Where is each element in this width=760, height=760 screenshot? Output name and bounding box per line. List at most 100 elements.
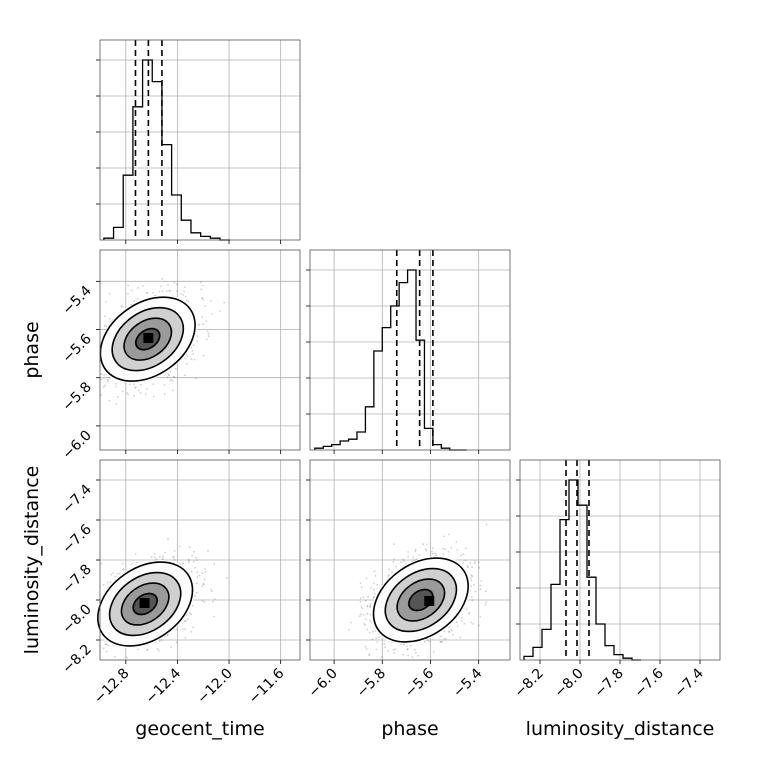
sample-point [402, 558, 404, 561]
sample-point [365, 577, 368, 580]
x-axis-label-luminosity-distance: luminosity_distance [526, 718, 715, 740]
sample-point [103, 325, 106, 327]
peak-bin [143, 332, 154, 343]
sample-point [378, 636, 381, 639]
sample-point [196, 591, 198, 594]
histogram-luminosity-distance [523, 479, 641, 661]
sample-point [203, 600, 206, 603]
sample-point [105, 650, 108, 653]
sample-point [167, 538, 169, 540]
sample-point [422, 543, 425, 546]
sample-point [450, 547, 453, 549]
sample-point [169, 289, 172, 292]
sample-point [467, 566, 469, 569]
sample-point [204, 570, 207, 573]
sample-point [178, 545, 181, 548]
sample-point [196, 559, 198, 561]
sample-point [200, 288, 203, 291]
sample-point [376, 641, 379, 643]
sample-point [210, 313, 213, 315]
histogram-phase [314, 269, 467, 451]
sample-point [188, 612, 191, 615]
sample-point [372, 596, 375, 599]
x-tick-label-geocent-time: −11.6 [246, 665, 288, 707]
sample-point [152, 395, 155, 398]
sample-point [192, 560, 195, 563]
sample-point [463, 622, 466, 625]
sample-point [144, 393, 147, 396]
sample-point [442, 535, 445, 538]
sample-point [146, 292, 149, 295]
sample-point [364, 645, 367, 648]
sample-point [187, 300, 190, 303]
sample-point [137, 389, 140, 392]
sample-point [207, 549, 209, 552]
x-axis-label-geocent-time: geocent_time [135, 718, 264, 740]
sample-point [206, 330, 209, 333]
sample-point [127, 393, 130, 396]
sample-point [193, 358, 196, 361]
sample-point [456, 549, 459, 551]
sample-point [118, 572, 121, 575]
sample-point [158, 290, 161, 293]
sample-point [103, 385, 105, 388]
contour-3-sigma [111, 306, 185, 372]
sample-point [456, 621, 458, 624]
sample-point [462, 562, 465, 565]
panel-frame [309, 249, 511, 451]
sample-point [210, 300, 212, 302]
sample-point [434, 552, 436, 554]
sample-point [360, 605, 363, 608]
sample-point [369, 619, 372, 622]
sample-point [360, 586, 363, 588]
sample-point [373, 582, 375, 584]
sample-point [201, 572, 204, 575]
panel-hist-luminosity-distance: −8.2 −8.0 −7.8 −7.6 −7.4 [511, 459, 721, 701]
sample-point [103, 374, 105, 376]
sample-point [187, 558, 190, 561]
sample-point [192, 626, 194, 629]
sample-point [194, 595, 196, 597]
sample-point [196, 576, 199, 578]
sample-point [223, 301, 226, 304]
sample-point [169, 370, 172, 373]
sample-point [192, 344, 195, 346]
sample-point [122, 568, 125, 571]
sample-point [447, 550, 450, 553]
sample-point [166, 376, 169, 379]
sample-point [164, 551, 166, 554]
sample-point [134, 553, 137, 555]
sample-point [100, 562, 103, 565]
sample-point [374, 575, 377, 577]
sample-point [381, 656, 383, 659]
panel-hist-phase [306, 249, 511, 454]
sample-point [108, 399, 111, 402]
sample-point [133, 300, 136, 303]
sample-point [485, 601, 487, 604]
sample-point [168, 374, 170, 377]
sample-point [363, 623, 366, 625]
sample-point [115, 382, 118, 385]
sample-point [383, 643, 386, 646]
contour-1-sigma [135, 327, 161, 351]
sample-point [161, 278, 164, 280]
sample-point [196, 335, 199, 337]
sample-point [127, 284, 129, 287]
sample-point [470, 585, 472, 588]
sample-point [460, 620, 463, 622]
sample-point [210, 590, 213, 593]
grid-lines [520, 460, 720, 660]
x-tick-label-luminosity-distance: −7.4 [671, 665, 706, 700]
sample-point [174, 367, 177, 370]
sample-point [190, 347, 193, 349]
sample-point [366, 628, 369, 631]
sample-point [200, 281, 203, 283]
sample-point [161, 558, 164, 561]
sample-point [180, 292, 182, 295]
sample-point [392, 649, 395, 651]
sample-point [170, 646, 173, 649]
sample-point [121, 390, 124, 393]
sample-point [100, 373, 103, 375]
sample-point [201, 297, 203, 300]
